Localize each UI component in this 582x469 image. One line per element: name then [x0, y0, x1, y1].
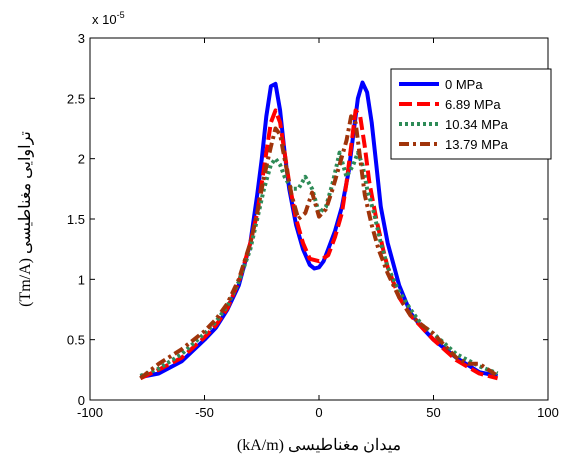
y-axis-title: تراوایی مغناطیسی (Tm/A)	[17, 131, 34, 307]
x-axis-title: میدان مغناطیسی (kA/m)	[237, 437, 401, 454]
y-scale-exponent: -5	[117, 10, 125, 20]
y-tick-label: 1.5	[67, 212, 85, 227]
x-tick-label: 100	[537, 405, 559, 420]
y-tick-label: 1	[78, 272, 85, 287]
legend-label-3: 10.34 MPa	[445, 117, 509, 132]
plot-area	[139, 80, 499, 381]
x-tick-label: 0	[315, 405, 322, 420]
y-tick-label: 3	[78, 31, 85, 46]
y-tick-label: 0	[78, 393, 85, 408]
legend: 0 MPa 6.89 MPa 10.34 MPa 13.79 MPa	[390, 68, 552, 160]
y-tick-label: 2	[78, 152, 85, 167]
y-scale-base: x 10	[92, 12, 117, 27]
legend-label-4: 13.79 MPa	[445, 137, 509, 152]
legend-label-2: 6.89 MPa	[445, 97, 501, 112]
x-tick-label: -100	[77, 405, 103, 420]
x-tick-label: -50	[195, 405, 214, 420]
series-line-4	[139, 114, 499, 380]
legend-label-1: 0 MPa	[445, 77, 483, 92]
axis-ticks: -100 -50 0 50 100 0 0.5 1 1.5 2 2.5 3	[67, 31, 559, 420]
y-tick-label: 2.5	[67, 91, 85, 106]
y-scale-exponent-label: x 10-5	[92, 10, 125, 27]
x-tick-label: 50	[426, 405, 440, 420]
y-tick-label: 0.5	[67, 333, 85, 348]
